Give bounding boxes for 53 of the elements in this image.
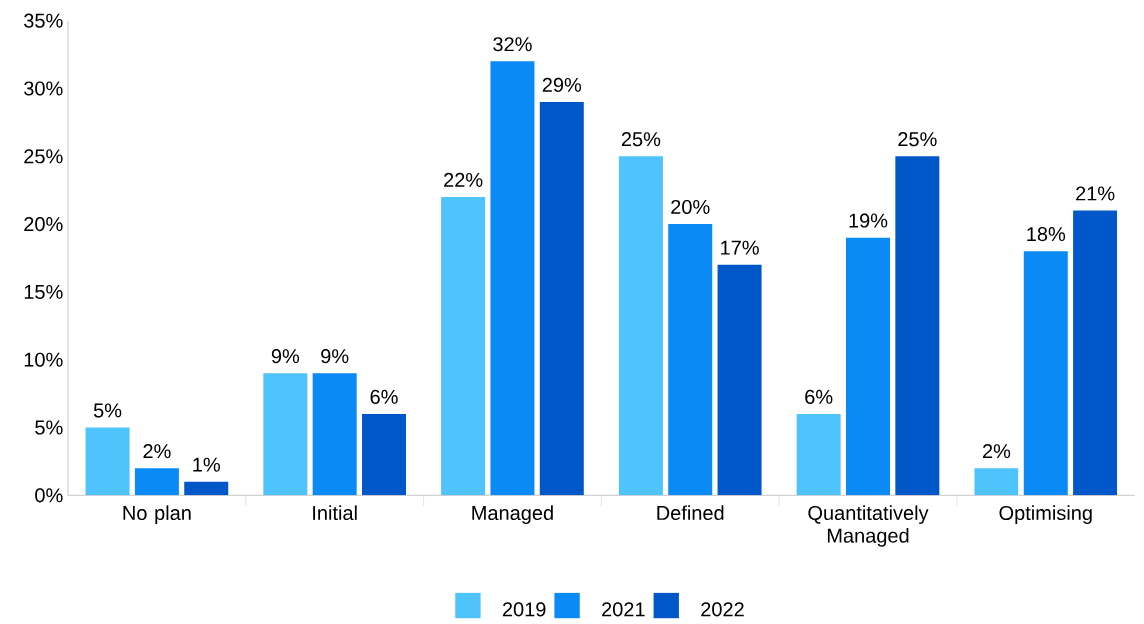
x-tick-label: Optimising: [999, 505, 1092, 525]
x-tick-label: No plan: [123, 505, 191, 525]
x-tick-label: Quantitatively Managed: [808, 505, 929, 547]
bar: [1023, 251, 1068, 496]
data-label: 2%: [983, 444, 1011, 459]
data-label: 22%: [444, 173, 483, 188]
data-label: 2%: [143, 444, 171, 459]
y-tick-label: 20%: [24, 217, 63, 232]
legend-label: 2021: [602, 602, 645, 617]
bar: [974, 468, 1019, 496]
bar: [490, 61, 535, 496]
legend-label: 2019: [502, 602, 546, 617]
y-tick-label: 35%: [24, 13, 63, 28]
data-label: 32%: [493, 37, 532, 52]
legend-label: 2022: [701, 602, 744, 617]
data-label: 20%: [671, 200, 710, 215]
y-tick-label: 10%: [24, 352, 63, 368]
bar: [796, 414, 841, 496]
bar: [85, 427, 130, 496]
data-label: 25%: [898, 132, 937, 147]
data-label: 6%: [370, 389, 398, 405]
bar: [539, 102, 584, 496]
data-label: 9%: [271, 349, 300, 364]
bar: [618, 156, 663, 496]
data-label: 19%: [849, 213, 888, 228]
bar: [362, 414, 407, 496]
x-tick-label: Managed: [472, 505, 553, 525]
y-tick-label: 30%: [24, 81, 63, 96]
bar: [263, 373, 308, 496]
y-tick-label: 25%: [24, 149, 63, 164]
bar: [895, 156, 940, 496]
bar: [846, 237, 890, 496]
data-label: 17%: [721, 240, 759, 255]
bar: [717, 265, 762, 496]
x-tick-label: Initial: [313, 505, 357, 521]
bar: [312, 373, 357, 496]
data-label: 5%: [93, 403, 122, 418]
data-label: 1%: [193, 457, 220, 472]
x-tick-label: Defined: [657, 505, 724, 521]
bar: [1073, 210, 1118, 496]
bar: [441, 197, 486, 496]
data-label: 21%: [1076, 186, 1115, 201]
data-label: 25%: [621, 132, 661, 147]
data-label: 6%: [805, 389, 833, 405]
y-tick-label: 5%: [35, 420, 63, 435]
data-label: 18%: [1027, 227, 1066, 242]
y-tick-label: 0%: [35, 488, 63, 503]
data-label: 9%: [321, 349, 349, 364]
bar: [668, 224, 713, 496]
y-tick-label: 15%: [24, 285, 63, 300]
bar: [184, 482, 229, 496]
bar: [134, 468, 179, 496]
data-label: 29%: [542, 78, 582, 93]
